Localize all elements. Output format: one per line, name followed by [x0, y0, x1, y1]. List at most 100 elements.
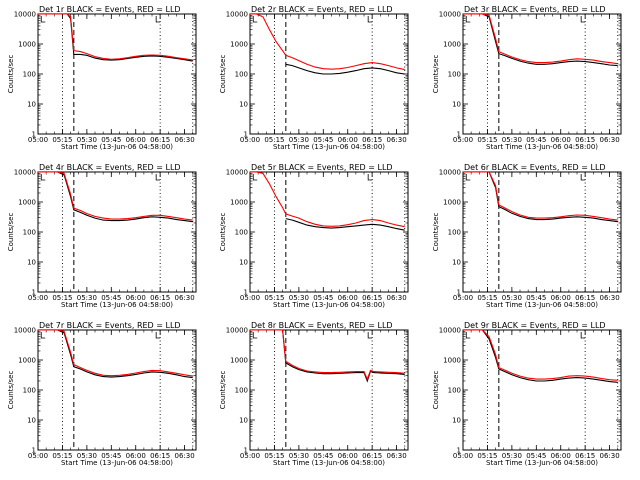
plot-frame: [37, 171, 197, 293]
start-bracket-marker: [252, 174, 258, 181]
x-tick-label: 06:30: [600, 294, 620, 302]
x-tick-label: 06:30: [175, 294, 195, 302]
x-tick-label: 05:00: [28, 294, 48, 302]
chart-panel-9: Det 9r BLACK = Events, RED = LLD 1 10 100 10…: [432, 321, 622, 467]
x-tick-label: 06:15: [362, 136, 382, 144]
y-tick-label: 100: [448, 229, 461, 237]
x-axis-label: Start Time (13-Jun-06 04:58:00): [486, 143, 598, 151]
series-line-events: [38, 172, 193, 223]
x-tick-label: 06:15: [362, 294, 382, 302]
y-tick-label: 10000: [226, 11, 248, 19]
x-tick-label: 06:15: [150, 452, 170, 460]
chart-panel-8: Det 8r BLACK = Events, RED = LLD 1 10 100 10…: [219, 321, 409, 467]
x-tick-label: 06:30: [387, 136, 407, 144]
series-line-lld: [250, 172, 405, 228]
x-tick-label: 06:00: [338, 294, 358, 302]
x-tick-label: 06:30: [387, 294, 407, 302]
x-tick-label: 05:30: [77, 452, 97, 460]
x-tick-label: 05:45: [526, 452, 546, 460]
series-line-events: [463, 330, 618, 383]
x-axis-label: Start Time (13-Jun-06 04:58:00): [486, 301, 598, 309]
x-tick-label: 06:30: [175, 136, 195, 144]
x-tick-label: 05:30: [77, 294, 97, 302]
start-bracket-marker: [465, 332, 471, 339]
series-line-events: [463, 14, 618, 67]
chart-title: Det 7r BLACK = Events, RED = LLD: [39, 321, 181, 330]
y-tick-label: 1000: [443, 357, 461, 365]
start-bracket-marker: [40, 174, 46, 181]
x-tick-label: 05:15: [477, 136, 497, 144]
x-axis-label: Start Time (13-Jun-06 04:58:00): [273, 301, 385, 309]
x-tick-label: 05:45: [101, 452, 121, 460]
x-tick-label: 05:00: [240, 294, 260, 302]
y-tick-label: 1: [32, 289, 36, 297]
y-axis-label: Counts/sec: [7, 213, 15, 252]
y-tick-label: 100: [235, 71, 248, 79]
y-axis-label: Counts/sec: [219, 213, 227, 252]
x-tick-label: 05:30: [289, 452, 309, 460]
x-tick-label: 05:30: [289, 294, 309, 302]
end-bracket-marker: [155, 16, 161, 23]
series-line-lld: [250, 330, 405, 381]
x-tick-label: 05:00: [28, 136, 48, 144]
x-axis-label: Start Time (13-Jun-06 04:58:00): [486, 459, 598, 467]
y-tick-label: 1000: [230, 199, 248, 207]
y-axis-label: Counts/sec: [7, 55, 15, 94]
y-tick-label: 10: [239, 259, 248, 267]
y-tick-label: 10000: [226, 169, 248, 177]
y-tick-label: 100: [448, 387, 461, 395]
end-bracket-marker: [155, 332, 161, 339]
x-axis-label: Start Time (13-Jun-06 04:58:00): [61, 143, 173, 151]
y-tick-label: 1000: [18, 41, 36, 49]
y-tick-label: 1: [244, 289, 248, 297]
x-tick-label: 05:00: [240, 452, 260, 460]
x-tick-label: 06:00: [126, 294, 146, 302]
y-tick-label: 1: [457, 131, 461, 139]
x-tick-label: 06:15: [575, 136, 595, 144]
start-bracket-marker: [465, 174, 471, 181]
chart-title: Det 9r BLACK = Events, RED = LLD: [464, 321, 606, 330]
y-tick-label: 1000: [443, 41, 461, 49]
start-bracket-marker: [40, 16, 46, 23]
y-axis-label: Counts/sec: [219, 371, 227, 410]
x-tick-label: 06:15: [150, 136, 170, 144]
y-tick-label: 10000: [226, 327, 248, 335]
chart-title: Det 4r BLACK = Events, RED = LLD: [39, 163, 181, 172]
x-tick-label: 05:00: [453, 136, 473, 144]
y-tick-label: 10: [239, 417, 248, 425]
x-tick-label: 06:00: [551, 294, 571, 302]
y-tick-label: 10: [27, 101, 36, 109]
start-bracket-marker: [252, 332, 258, 339]
y-tick-label: 1000: [230, 357, 248, 365]
x-tick-label: 05:00: [240, 136, 260, 144]
x-tick-label: 05:45: [526, 136, 546, 144]
x-tick-label: 05:15: [52, 294, 72, 302]
x-axis-label: Start Time (13-Jun-06 04:58:00): [273, 143, 385, 151]
x-tick-label: 05:30: [289, 136, 309, 144]
x-tick-label: 06:00: [338, 136, 358, 144]
x-tick-label: 05:15: [264, 294, 284, 302]
series-line-events: [285, 218, 405, 231]
x-tick-label: 06:00: [551, 136, 571, 144]
y-tick-label: 10000: [439, 169, 461, 177]
y-tick-label: 10: [452, 259, 461, 267]
y-tick-label: 1: [457, 447, 461, 455]
y-tick-label: 100: [23, 387, 36, 395]
y-tick-label: 100: [235, 387, 248, 395]
end-bracket-marker: [580, 174, 586, 181]
series-line-events: [38, 14, 193, 62]
y-axis-label: Counts/sec: [219, 55, 227, 94]
y-axis-label: Counts/sec: [432, 55, 440, 94]
y-tick-label: 1000: [443, 199, 461, 207]
x-tick-label: 05:45: [313, 294, 333, 302]
x-tick-label: 05:45: [101, 294, 121, 302]
x-tick-label: 05:15: [264, 452, 284, 460]
series-line-lld: [38, 14, 193, 61]
chart-panel-3: Det 3r BLACK = Events, RED = LLD 1 10 100 10…: [432, 5, 622, 151]
y-tick-label: 10: [452, 101, 461, 109]
end-bracket-marker: [367, 332, 373, 339]
end-bracket-marker: [367, 16, 373, 23]
x-tick-label: 06:00: [338, 452, 358, 460]
y-tick-label: 100: [23, 71, 36, 79]
